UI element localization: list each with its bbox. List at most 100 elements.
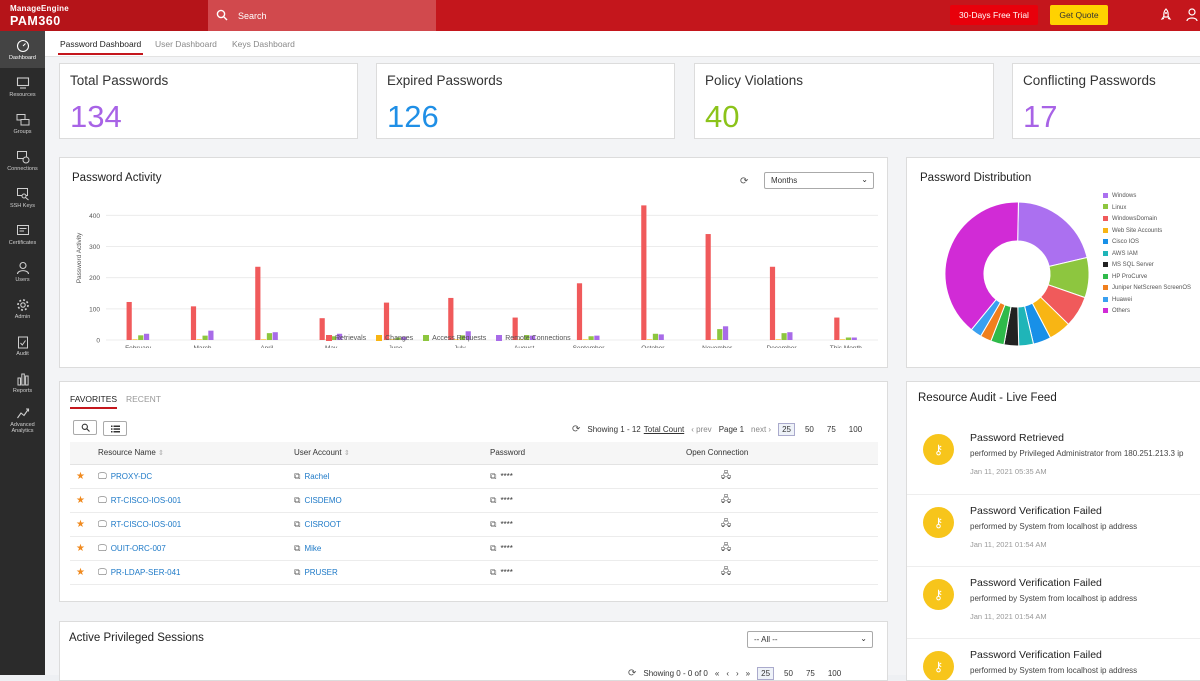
bar-remote-connections[interactable] [208, 330, 214, 340]
bar-remote-connections[interactable] [336, 333, 343, 340]
bar-retrievals[interactable] [319, 318, 325, 340]
refresh-icon[interactable]: ⟳ [572, 424, 581, 435]
bar-access-requests[interactable] [717, 329, 723, 340]
column-header-resource-name[interactable]: Resource Name ⇕ [98, 442, 294, 465]
copy-password-icon[interactable]: ⧉ [490, 542, 497, 553]
sidebar-item-resources[interactable]: Resources [0, 68, 45, 105]
bar-changes[interactable] [582, 339, 588, 340]
resource-name-link[interactable]: PROXY-DC [110, 471, 153, 481]
bar-changes[interactable] [454, 339, 460, 340]
user-avatar-icon[interactable] [1186, 8, 1198, 25]
copy-password-icon[interactable]: ⧉ [490, 518, 497, 529]
bar-remote-connections[interactable] [722, 326, 729, 340]
copy-icon[interactable]: ⧉ [294, 566, 301, 577]
brand-logo[interactable]: ManageEngine PAM360 [0, 0, 208, 31]
stat-card-conflicting-passwords[interactable]: Conflicting Passwords 17 [1012, 63, 1200, 139]
rocket-icon[interactable] [1160, 8, 1172, 25]
legend-item[interactable]: Linux [1103, 203, 1191, 215]
sidebar-item-reports[interactable]: Reports [0, 364, 45, 401]
last-page-icon[interactable]: » [745, 669, 751, 678]
total-count-link[interactable]: Total Count [643, 425, 685, 434]
tab-recent[interactable]: RECENT [126, 394, 161, 404]
bar-access-requests[interactable] [202, 335, 208, 340]
tab-password-dashboard[interactable]: Password Dashboard [57, 39, 144, 55]
sidebar-item-advanced-analytics[interactable]: Advanced Analytics [0, 401, 45, 438]
table-row[interactable]: ★ 🖵 PR-LDAP-SER-041 ⧉ PRUSER ⧉ **** 🖧 [70, 560, 878, 585]
open-connection-icon[interactable]: 🖧 [721, 470, 732, 480]
bar-retrievals[interactable] [448, 297, 454, 340]
sort-icon[interactable]: ⇕ [343, 450, 350, 458]
page-size-100[interactable]: 100 [848, 425, 863, 434]
sidebar-item-groups[interactable]: Groups [0, 105, 45, 142]
user-account-link[interactable]: CISDEMO [304, 495, 342, 505]
feed-item[interactable]: ⚷ Password Verification Failed performed… [907, 566, 1200, 638]
bar-changes[interactable] [261, 339, 267, 340]
open-connection-icon[interactable]: 🖧 [721, 542, 732, 552]
bar-retrievals[interactable] [190, 306, 197, 340]
page-size-50[interactable]: 50 [804, 425, 814, 434]
bar-retrievals[interactable] [512, 317, 518, 340]
bar-remote-connections[interactable] [143, 333, 150, 340]
user-account-link[interactable]: CISROOT [304, 519, 341, 529]
bar-remote-connections[interactable] [851, 337, 857, 340]
sidebar-item-admin[interactable]: Admin [0, 290, 45, 327]
first-page-icon[interactable]: « [714, 669, 720, 678]
legend-item[interactable]: AWS IAM [1103, 249, 1191, 261]
favorite-star-icon[interactable]: ★ [76, 566, 85, 578]
bar-changes[interactable] [518, 339, 524, 340]
bar-retrievals[interactable] [255, 266, 261, 340]
page-size-75[interactable]: 75 [805, 669, 815, 678]
legend-item[interactable]: MS SQL Server [1103, 260, 1191, 272]
sidebar-item-certificates[interactable]: Certificates [0, 216, 45, 253]
bar-retrievals[interactable] [705, 234, 711, 340]
bar-access-requests[interactable] [781, 333, 787, 340]
sort-icon[interactable]: ⇕ [158, 450, 164, 458]
favorite-star-icon[interactable]: ★ [76, 470, 85, 482]
copy-password-icon[interactable]: ⧉ [490, 566, 497, 577]
legend-item[interactable]: Web Site Accounts [1103, 226, 1191, 238]
sidebar-item-dashboard[interactable]: Dashboard [0, 31, 45, 68]
table-row[interactable]: ★ 🖵 RT-CISCO-IOS-001 ⧉ CISROOT ⧉ **** 🖧 [70, 512, 878, 537]
favorite-star-icon[interactable]: ★ [76, 518, 85, 530]
bar-changes[interactable] [711, 339, 717, 340]
bar-access-requests[interactable] [459, 335, 466, 340]
legend-item[interactable]: Juniper NetScreen ScreenOS [1103, 283, 1191, 295]
legend-item[interactable]: Cisco IOS [1103, 237, 1191, 249]
table-row[interactable]: ★ 🖵 RT-CISCO-IOS-001 ⧉ CISDEMO ⧉ **** 🖧 [70, 488, 878, 513]
copy-password-icon[interactable]: ⧉ [490, 470, 497, 481]
stat-card-expired-passwords[interactable]: Expired Passwords 126 [376, 63, 675, 139]
feed-item[interactable]: ⚷ Password Retrieved performed by Privil… [907, 422, 1200, 494]
legend-item[interactable]: Windows [1103, 191, 1191, 203]
bar-access-requests[interactable] [845, 337, 852, 340]
favorite-star-icon[interactable]: ★ [76, 542, 85, 554]
refresh-icon[interactable]: ⟳ [740, 176, 749, 187]
bar-retrievals[interactable] [641, 205, 647, 340]
open-connection-icon[interactable]: 🖧 [721, 494, 732, 504]
bar-retrievals[interactable] [834, 317, 840, 340]
masked-password[interactable]: **** [500, 471, 513, 481]
slice-windows[interactable] [1017, 201, 1088, 268]
bar-access-requests[interactable] [331, 336, 337, 340]
bar-access-requests[interactable] [524, 335, 530, 340]
bar-retrievals[interactable] [769, 266, 776, 340]
page-size-25[interactable]: 25 [778, 423, 795, 436]
bar-remote-connections[interactable] [529, 335, 536, 340]
page-size-25[interactable]: 25 [757, 667, 775, 680]
sidebar-item-connections[interactable]: Connections [0, 142, 45, 179]
sidebar-item-ssh-keys[interactable]: SSH Keys [0, 179, 45, 216]
masked-password[interactable]: **** [500, 495, 513, 505]
user-account-link[interactable]: Rachel [304, 471, 330, 481]
legend-item[interactable]: HP ProCurve [1103, 272, 1191, 284]
bar-retrievals[interactable] [126, 301, 132, 340]
get-quote-button[interactable]: Get Quote [1050, 5, 1108, 25]
page-size-50[interactable]: 50 [784, 669, 793, 678]
page-size-75[interactable]: 75 [826, 425, 836, 434]
bar-access-requests[interactable] [588, 336, 594, 340]
period-select[interactable]: Months ⌄ [764, 172, 874, 189]
slice-others[interactable] [944, 201, 1019, 331]
next-link[interactable]: next › [751, 425, 772, 434]
bar-access-requests[interactable] [266, 333, 273, 340]
next-page-icon[interactable]: › [736, 669, 739, 678]
tab-keys-dashboard[interactable]: Keys Dashboard [232, 39, 295, 49]
copy-icon[interactable]: ⧉ [294, 518, 301, 529]
